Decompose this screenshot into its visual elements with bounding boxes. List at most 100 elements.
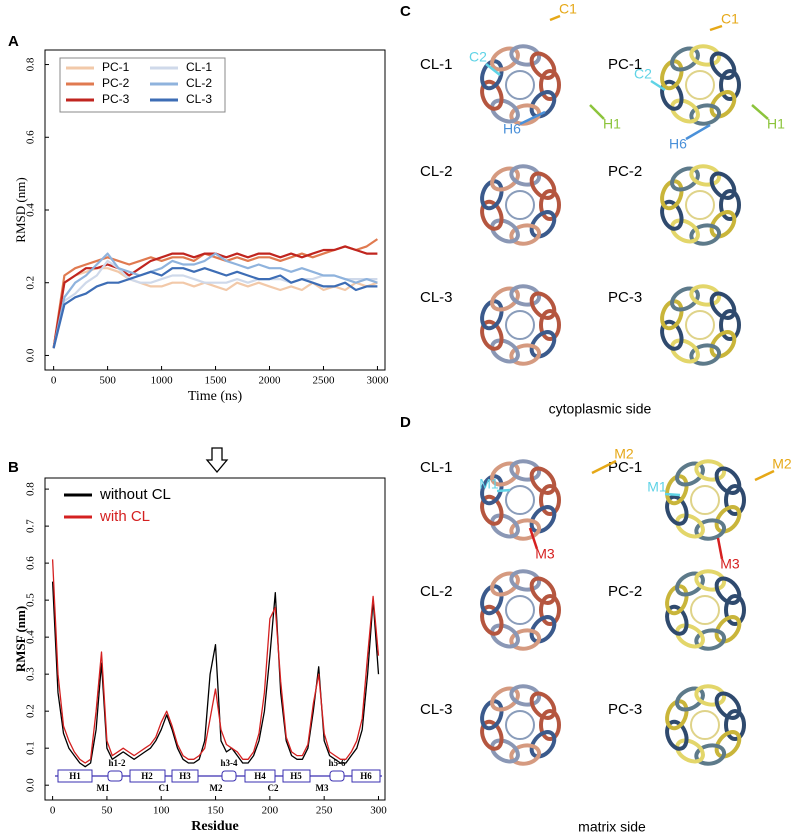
panel-label: C <box>400 3 411 20</box>
helix <box>694 743 727 766</box>
marker-label: M3 <box>720 556 740 572</box>
helix-box <box>221 770 237 782</box>
core <box>685 190 715 220</box>
helix-box <box>129 769 166 783</box>
helix <box>719 309 741 341</box>
x-tick-label: 3000 <box>366 375 389 387</box>
marker-label: C1 <box>559 1 577 17</box>
marker-label: H6 <box>503 121 521 137</box>
helix <box>509 459 542 482</box>
helix <box>665 719 689 751</box>
helix <box>675 461 705 487</box>
helix <box>694 518 727 541</box>
legend-label: without CL <box>99 486 171 503</box>
legend-label: PC-1 <box>102 60 130 74</box>
caption: matrix side <box>578 819 646 835</box>
x-tick-label: 50 <box>101 805 113 817</box>
helix <box>714 730 742 759</box>
helix <box>665 699 689 731</box>
helix <box>480 179 504 211</box>
pointer-arrow <box>496 488 511 493</box>
helix <box>529 615 557 644</box>
helix <box>509 518 542 541</box>
structure-image <box>480 284 561 366</box>
structure-image <box>665 684 746 766</box>
helix <box>660 319 684 351</box>
legend-label: CL-2 <box>186 76 212 90</box>
helix <box>689 223 722 246</box>
topology-label: H5 <box>290 771 302 781</box>
legend-label: CL-1 <box>186 60 212 74</box>
topology-label: h1-2 <box>108 758 126 768</box>
structure-image <box>480 569 561 651</box>
helix <box>724 594 746 626</box>
helix <box>689 164 722 187</box>
helix <box>509 569 542 592</box>
core <box>505 595 535 625</box>
marker-label: C2 <box>634 66 652 82</box>
helix <box>480 299 504 331</box>
helix <box>509 164 542 187</box>
helix <box>480 199 504 231</box>
helix <box>490 686 520 712</box>
model-label: CL-3 <box>420 701 453 718</box>
helix <box>480 59 504 91</box>
x-tick-label: 1000 <box>151 375 174 387</box>
y-tick-label: 0.7 <box>25 519 37 533</box>
helix <box>660 199 684 231</box>
helix <box>689 103 722 126</box>
panel-label: D <box>400 414 411 431</box>
structure-image <box>480 44 561 126</box>
helix <box>490 218 520 244</box>
topology-label: M2 <box>210 783 223 793</box>
helix <box>490 98 520 124</box>
helix <box>480 474 504 506</box>
helix <box>670 46 700 72</box>
helix <box>529 291 557 320</box>
structure-image <box>480 459 561 541</box>
pointer-arrow <box>519 110 546 126</box>
highlight-arrow <box>205 447 229 474</box>
marker-label: M1 <box>479 476 499 492</box>
x-axis-label: Residue <box>191 819 238 834</box>
helix <box>529 505 557 534</box>
y-axis-label: RMSD (nm) <box>13 177 28 242</box>
topology-label: M3 <box>316 783 329 793</box>
pointer-arrow <box>528 527 539 550</box>
x-tick-label: 500 <box>99 375 116 387</box>
helix <box>539 189 561 221</box>
helix <box>529 210 557 239</box>
marker-label: M2 <box>772 456 791 472</box>
data-line <box>52 245 378 349</box>
y-tick-label: 0.4 <box>25 630 37 644</box>
y-tick-label: 0.5 <box>25 593 37 607</box>
legend-label: CL-3 <box>186 92 212 106</box>
helix <box>529 51 557 80</box>
x-tick-label: 300 <box>370 805 387 817</box>
core <box>690 595 720 625</box>
helix <box>709 171 737 200</box>
helix <box>509 343 542 366</box>
helix <box>490 46 520 72</box>
helix-box <box>282 769 311 783</box>
helix <box>490 738 520 764</box>
helix <box>480 79 504 111</box>
helix <box>660 299 684 331</box>
x-tick-label: 0 <box>50 805 56 817</box>
topology-label: H3 <box>179 771 191 781</box>
helix <box>490 461 520 487</box>
structure-image <box>480 164 561 246</box>
marker-label: H1 <box>603 116 621 132</box>
topology-label: H4 <box>254 771 266 781</box>
helix <box>480 604 504 636</box>
helix <box>509 284 542 307</box>
pointer-arrow <box>589 104 605 120</box>
topology-label: H6 <box>360 771 372 781</box>
helix <box>694 684 727 707</box>
helix <box>724 709 746 741</box>
helix <box>660 79 684 111</box>
helix <box>490 338 520 364</box>
data-line <box>51 581 380 768</box>
helix <box>529 171 557 200</box>
